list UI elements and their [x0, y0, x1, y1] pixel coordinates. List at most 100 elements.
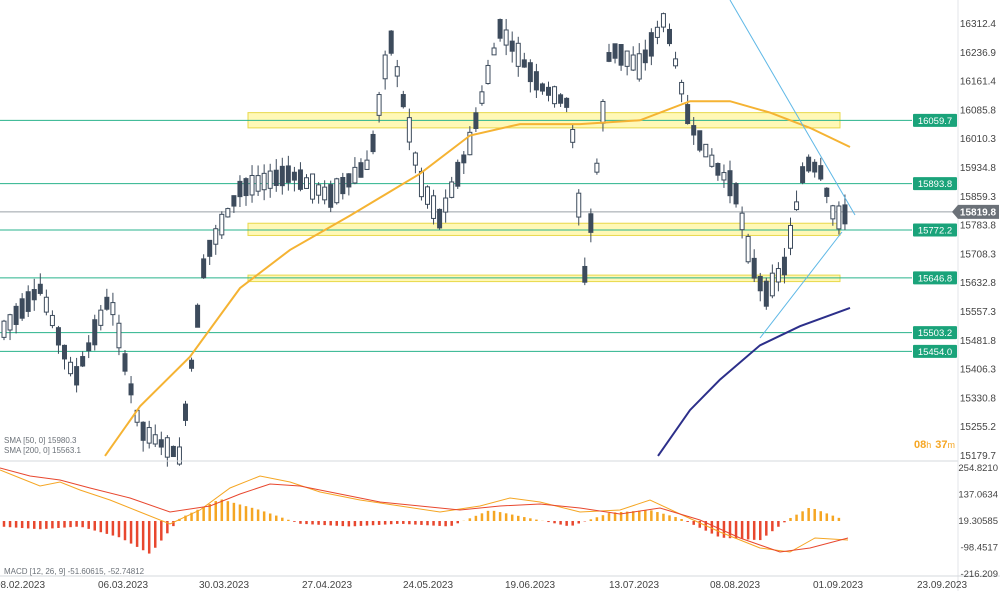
- candle[interactable]: [721, 164, 727, 188]
- candle[interactable]: [140, 421, 146, 452]
- candle[interactable]: [588, 208, 594, 243]
- candle[interactable]: [757, 272, 763, 302]
- candle[interactable]: [68, 356, 74, 377]
- candle[interactable]: [425, 185, 430, 209]
- candle[interactable]: [249, 165, 255, 203]
- candle[interactable]: [128, 376, 134, 404]
- candle[interactable]: [455, 159, 461, 189]
- candle[interactable]: [376, 91, 382, 123]
- candle[interactable]: [62, 344, 67, 370]
- candle[interactable]: [630, 46, 636, 72]
- candle[interactable]: [255, 165, 261, 196]
- candle[interactable]: [304, 174, 309, 189]
- candle[interactable]: [98, 304, 104, 331]
- level-badge[interactable]: [913, 326, 957, 340]
- candle[interactable]: [225, 207, 231, 218]
- level-badge[interactable]: [913, 177, 957, 191]
- candle[interactable]: [116, 314, 122, 356]
- candle[interactable]: [818, 157, 824, 182]
- candle[interactable]: [310, 173, 316, 204]
- candle[interactable]: [836, 201, 842, 235]
- candle[interactable]: [285, 155, 291, 191]
- candle[interactable]: [582, 257, 588, 286]
- candle[interactable]: [794, 190, 800, 211]
- candle[interactable]: [158, 431, 164, 456]
- level-badge[interactable]: [913, 344, 957, 358]
- candle[interactable]: [7, 313, 13, 341]
- candle[interactable]: [461, 151, 467, 175]
- candle[interactable]: [328, 180, 334, 213]
- candle[interactable]: [648, 28, 654, 66]
- candle[interactable]: [691, 117, 697, 145]
- candle[interactable]: [642, 39, 648, 71]
- candle[interactable]: [733, 182, 739, 208]
- candle[interactable]: [340, 172, 346, 200]
- candle[interactable]: [667, 23, 672, 47]
- candle[interactable]: [521, 52, 527, 68]
- candle[interactable]: [703, 143, 709, 158]
- candle[interactable]: [19, 293, 25, 321]
- candle[interactable]: [31, 278, 37, 311]
- candle[interactable]: [201, 254, 207, 279]
- candle[interactable]: [110, 292, 116, 326]
- candle[interactable]: [55, 325, 61, 354]
- candle[interactable]: [745, 233, 751, 264]
- candle[interactable]: [267, 163, 273, 198]
- candle[interactable]: [231, 195, 237, 213]
- candle[interactable]: [146, 420, 152, 449]
- candle[interactable]: [92, 314, 98, 351]
- candle[interactable]: [660, 12, 666, 33]
- candle[interactable]: [624, 50, 630, 76]
- candle[interactable]: [679, 79, 685, 103]
- candle[interactable]: [437, 208, 443, 230]
- candle[interactable]: [388, 30, 394, 56]
- candle[interactable]: [291, 166, 297, 192]
- candle[interactable]: [527, 59, 533, 93]
- candle[interactable]: [352, 157, 358, 185]
- legend-entry[interactable]: SMA [50, 0] 15980.3: [4, 436, 77, 445]
- candle[interactable]: [346, 173, 352, 196]
- candle[interactable]: [497, 18, 503, 42]
- candle[interactable]: [412, 151, 418, 174]
- candle[interactable]: [273, 159, 279, 192]
- candle[interactable]: [685, 94, 691, 125]
- candle[interactable]: [485, 59, 491, 85]
- candle[interactable]: [606, 43, 612, 63]
- trend-line-down[interactable]: [729, 0, 856, 216]
- candle[interactable]: [279, 157, 285, 195]
- candle[interactable]: [261, 164, 267, 201]
- candle[interactable]: [334, 177, 340, 205]
- candle[interactable]: [824, 187, 830, 204]
- candle[interactable]: [37, 273, 43, 296]
- candle[interactable]: [49, 310, 55, 329]
- candle[interactable]: [25, 285, 31, 317]
- candle[interactable]: [400, 90, 406, 109]
- candle[interactable]: [769, 264, 775, 299]
- candle[interactable]: [1, 319, 7, 341]
- candle[interactable]: [673, 51, 679, 69]
- level-badge[interactable]: [913, 223, 957, 237]
- candle[interactable]: [207, 239, 213, 265]
- candle[interactable]: [183, 400, 188, 426]
- candle[interactable]: [449, 176, 455, 199]
- candle[interactable]: [358, 158, 364, 178]
- candle[interactable]: [370, 130, 376, 155]
- candle[interactable]: [13, 303, 19, 334]
- candle[interactable]: [612, 43, 618, 64]
- candle[interactable]: [618, 44, 624, 71]
- candle[interactable]: [552, 85, 558, 108]
- candle[interactable]: [775, 262, 781, 292]
- candle[interactable]: [189, 357, 195, 372]
- candle[interactable]: [515, 36, 521, 77]
- candle[interactable]: [104, 288, 110, 311]
- candle[interactable]: [364, 150, 370, 170]
- candle[interactable]: [431, 189, 437, 225]
- candle[interactable]: [80, 351, 86, 368]
- candle[interactable]: [576, 189, 582, 226]
- candle[interactable]: [709, 148, 715, 168]
- trend-line-up[interactable]: [759, 231, 843, 339]
- candle[interactable]: [842, 194, 848, 230]
- candle[interactable]: [800, 162, 806, 185]
- candle[interactable]: [473, 107, 479, 133]
